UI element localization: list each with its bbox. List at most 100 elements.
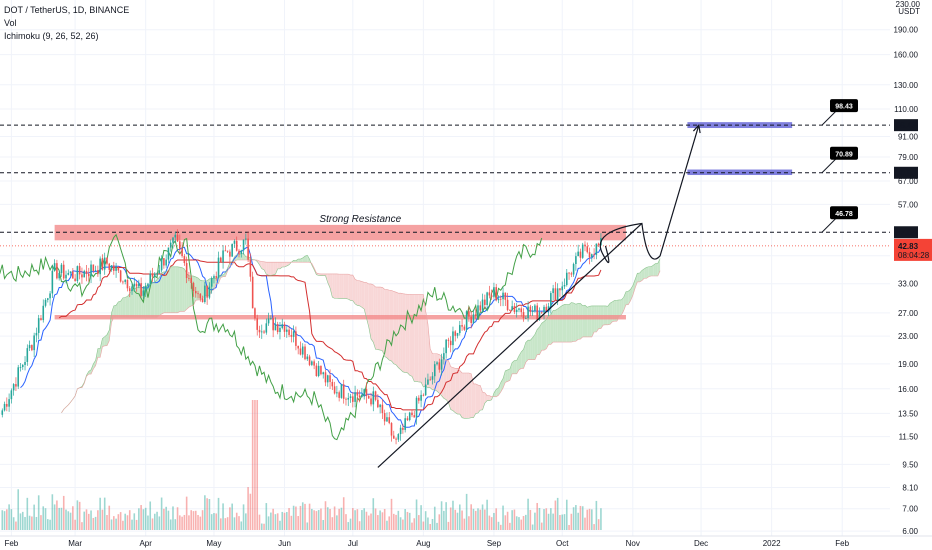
candle-body xyxy=(472,314,475,323)
cloud-segment xyxy=(471,373,474,418)
callout-pointer xyxy=(821,110,837,126)
volume-bar xyxy=(181,516,183,530)
candle-body xyxy=(72,271,74,279)
candle-body xyxy=(545,306,548,311)
volume-bar xyxy=(240,521,243,530)
cloud-segment xyxy=(521,349,524,369)
volume-indicator-label[interactable]: Vol xyxy=(4,18,17,28)
volume-bar xyxy=(479,509,482,530)
cloud-segment xyxy=(528,340,531,360)
candle-body xyxy=(60,264,63,273)
volume-bar xyxy=(85,509,88,530)
candle-body xyxy=(568,272,570,274)
volume-bar xyxy=(324,501,327,530)
time-tick-label: Feb xyxy=(4,539,18,548)
price-tick-label: 130.00 xyxy=(894,81,919,90)
candle-body xyxy=(588,252,591,258)
volume-bar xyxy=(169,519,172,530)
candle-body xyxy=(342,384,345,399)
candle-body xyxy=(97,270,99,275)
candle-body xyxy=(581,244,584,258)
cloud-segment xyxy=(512,360,515,374)
candle-body xyxy=(160,258,163,271)
volume-bar xyxy=(83,511,86,530)
drawings[interactable] xyxy=(377,123,701,468)
cloud-segment xyxy=(644,267,647,279)
volume-bar xyxy=(486,499,488,530)
candle-body xyxy=(3,403,6,411)
candle-body xyxy=(408,412,411,421)
volume-bar xyxy=(92,517,95,530)
volume-bar xyxy=(572,507,575,530)
candle-body xyxy=(19,367,22,368)
candle-body xyxy=(431,376,434,380)
volume-bar xyxy=(210,514,213,530)
cloud-segment xyxy=(223,272,226,277)
volume-bar xyxy=(222,503,224,530)
candle-body xyxy=(206,285,208,298)
candle-body xyxy=(256,318,259,330)
candle-body xyxy=(6,403,8,407)
volume-bar xyxy=(561,514,564,530)
candle-body xyxy=(279,327,281,333)
volume-bar xyxy=(399,517,402,530)
candle-body xyxy=(411,412,413,416)
volume-bar xyxy=(131,519,133,530)
volume-bar xyxy=(422,521,425,530)
volume-bar xyxy=(370,513,372,530)
candle-body xyxy=(17,367,20,387)
candle-body xyxy=(10,390,13,400)
cloud-segment xyxy=(635,273,638,289)
cloud-segment xyxy=(639,270,642,282)
candle-body xyxy=(424,384,427,396)
cloud-segment xyxy=(88,369,92,375)
target-level-lines xyxy=(0,124,890,247)
cloud-segment xyxy=(261,261,265,270)
cloud-segment xyxy=(243,253,246,261)
cloud-segment xyxy=(298,259,301,263)
volume-bar xyxy=(37,495,40,530)
volume-bar xyxy=(160,497,163,530)
cloud-segment xyxy=(355,279,358,306)
target-zone xyxy=(687,169,793,176)
volume-bar xyxy=(6,509,8,530)
volume-bar xyxy=(90,510,92,530)
volume-bar xyxy=(197,515,199,530)
time-axis[interactable]: Feb Mar Apr May Jun Jul Aug Sep Oct Nov Dec 2022 Feb xyxy=(0,535,932,550)
volume-bar xyxy=(144,507,147,530)
cloud-segment xyxy=(482,392,485,410)
candle-body xyxy=(272,318,274,331)
volume-bar xyxy=(584,517,586,530)
cloud-segment xyxy=(386,289,390,361)
candle-body xyxy=(119,270,122,282)
candle-body xyxy=(479,305,482,311)
candle-body xyxy=(456,333,459,336)
bar-countdown-label: 08:04:28 xyxy=(898,251,930,260)
volume-bar xyxy=(17,489,20,530)
volume-bar xyxy=(586,509,589,530)
cloud-segment xyxy=(175,266,178,313)
volume-bar xyxy=(242,504,245,530)
price-tick-label: 16.00 xyxy=(898,385,919,394)
candle-body xyxy=(83,270,86,278)
volume-bar xyxy=(12,517,15,530)
volume-bar xyxy=(179,515,181,530)
candle-body xyxy=(267,318,270,324)
symbol-title[interactable]: DOT / TetherUS, 1D, BINANCE xyxy=(4,5,130,15)
cloud-segment xyxy=(188,275,192,308)
candle-body xyxy=(336,392,338,394)
candle-body xyxy=(543,306,545,313)
ichimoku-indicator-label[interactable]: Ichimoku (9, 26, 52, 26) xyxy=(4,31,99,41)
callout-label: 46.78 xyxy=(835,211,853,218)
cloud-segment xyxy=(368,283,372,339)
volume-bar xyxy=(215,513,218,530)
price-axis-background xyxy=(890,0,932,536)
candle-body xyxy=(499,298,502,300)
cloud-segment xyxy=(569,302,572,343)
volume-bar xyxy=(317,510,320,530)
volume-bar xyxy=(58,507,60,530)
volume-bar xyxy=(47,519,49,530)
